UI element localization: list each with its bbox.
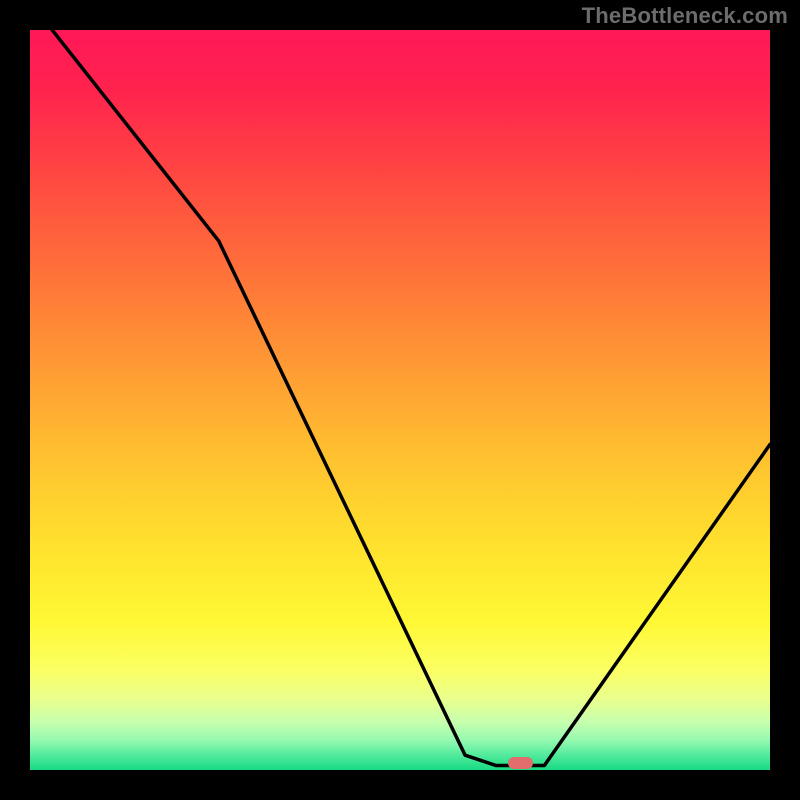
- watermark-text: TheBottleneck.com: [582, 3, 788, 29]
- optimum-marker: [508, 757, 532, 769]
- gradient-background: [30, 30, 770, 770]
- chart-frame: TheBottleneck.com: [0, 0, 800, 800]
